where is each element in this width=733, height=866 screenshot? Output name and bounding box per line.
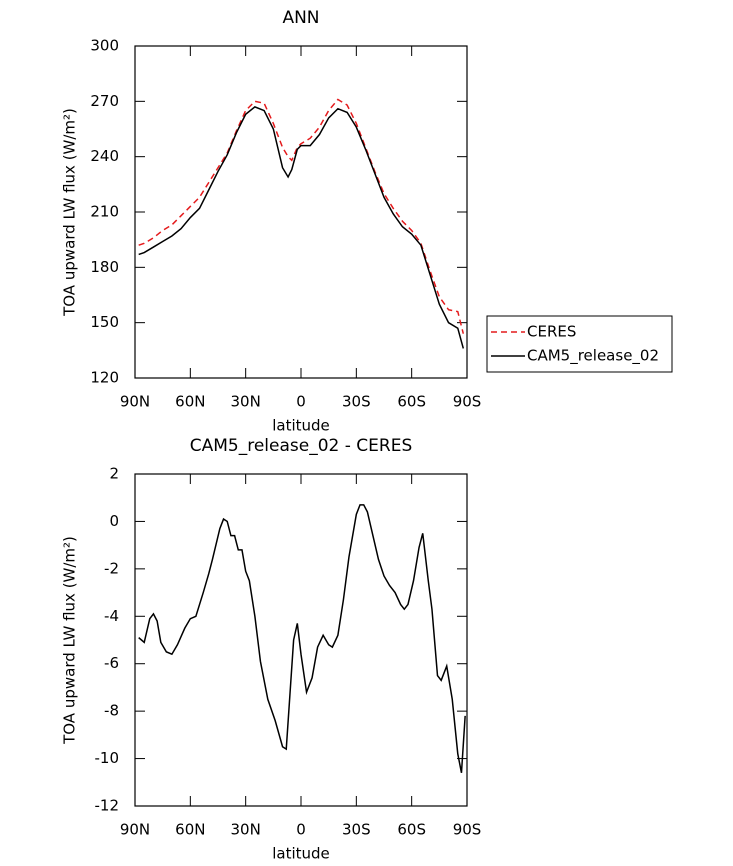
x-tick-label: 60N [175,821,205,839]
y-tick-label: -6 [104,654,119,672]
chart-title: CAM5_release_02 - CERES [190,436,413,456]
y-axis-label: TOA upward LW flux (W/m²) [61,536,79,745]
x-axis-label: latitude [272,417,330,435]
y-tick-label: 240 [90,147,119,165]
y-tick-label: 0 [109,512,119,530]
legend: CERES CAM5_release_02 [486,315,673,373]
y-tick-label: 2 [109,465,119,483]
x-tick-label: 30S [342,393,371,411]
x-tick-label: 90N [120,393,150,411]
y-tick-label: 180 [90,258,119,276]
legend-box [486,315,673,373]
legend-label: CAM5_release_02 [527,347,659,366]
y-tick-label: 270 [90,92,119,110]
chart-title: ANN [282,8,319,28]
y-tick-label: -8 [104,702,119,720]
x-tick-label: 30S [342,821,371,839]
y-axis-label: TOA upward LW flux (W/m²) [61,108,79,317]
plot-frame [134,473,468,807]
legend-label: CERES [527,323,576,341]
chart: ANN latitude TOA upward LW flux (W/m²) 120 1… [61,8,673,435]
y-tick-label: -4 [104,607,119,625]
x-tick-label: 90S [453,821,482,839]
series-line [138,98,465,334]
chart: CAM5_release_02 - CERES latitude TOA upwar… [61,436,482,863]
x-tick-label: 60N [175,393,205,411]
x-tick-label: 60S [397,393,426,411]
y-tick-label: 120 [90,369,119,387]
y-tick-label: -12 [95,797,120,815]
x-axis-label: latitude [272,845,330,863]
series-line [138,106,465,349]
x-tick-label: 0 [296,821,306,839]
y-tick-label: 210 [90,203,119,221]
x-tick-label: 0 [296,393,306,411]
y-tick-label: 150 [90,313,119,331]
series-line [138,504,466,773]
y-tick-label: -10 [95,749,120,767]
y-tick-label: 300 [90,37,119,55]
x-tick-label: 30N [231,393,261,411]
x-tick-label: 30N [231,821,261,839]
x-tick-label: 90S [453,393,482,411]
y-tick-label: -2 [104,559,119,577]
x-tick-label: 60S [397,821,426,839]
plot-frame [134,45,468,379]
x-tick-label: 90N [120,821,150,839]
